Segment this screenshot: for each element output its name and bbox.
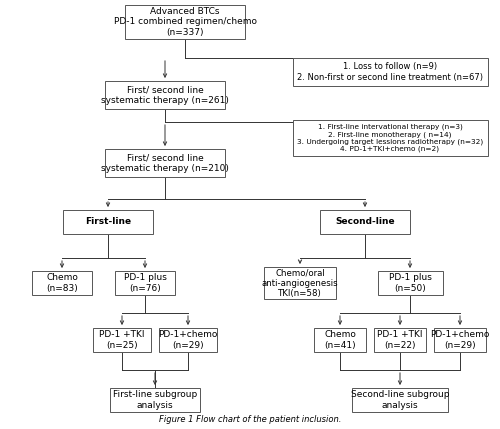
FancyBboxPatch shape xyxy=(434,328,486,352)
Text: 1. First-line intervational therapy (n=3)
2. First-line monotherapy ( n=14)
3. U: 1. First-line intervational therapy (n=3… xyxy=(297,124,483,152)
Text: First/ second line
systematic therapy (n=210): First/ second line systematic therapy (n… xyxy=(101,153,229,173)
Text: Figure 1 Flow chart of the patient inclusion.: Figure 1 Flow chart of the patient inclu… xyxy=(159,415,341,424)
Text: Chemo
(n=83): Chemo (n=83) xyxy=(46,273,78,293)
FancyBboxPatch shape xyxy=(93,328,151,352)
Text: Advanced BTCs
PD-1 combined regimen/chemo
(n=337): Advanced BTCs PD-1 combined regimen/chem… xyxy=(114,7,256,37)
FancyBboxPatch shape xyxy=(63,210,153,234)
Text: First-line subgroup
analysis: First-line subgroup analysis xyxy=(113,390,197,410)
FancyBboxPatch shape xyxy=(125,5,245,39)
FancyBboxPatch shape xyxy=(292,120,488,156)
Text: 1. Loss to follow (n=9)
2. Non-first or second line treatment (n=67): 1. Loss to follow (n=9) 2. Non-first or … xyxy=(297,62,483,82)
FancyBboxPatch shape xyxy=(115,271,175,295)
Text: First-line: First-line xyxy=(85,218,131,227)
FancyBboxPatch shape xyxy=(314,328,366,352)
FancyBboxPatch shape xyxy=(110,388,200,412)
FancyBboxPatch shape xyxy=(374,328,426,352)
Text: PD-1+chemo
(n=29): PD-1+chemo (n=29) xyxy=(430,330,490,350)
FancyBboxPatch shape xyxy=(159,328,217,352)
Text: PD-1 plus
(n=50): PD-1 plus (n=50) xyxy=(388,273,432,293)
Text: PD-1 plus
(n=76): PD-1 plus (n=76) xyxy=(124,273,166,293)
FancyBboxPatch shape xyxy=(292,58,488,86)
FancyBboxPatch shape xyxy=(352,388,448,412)
FancyBboxPatch shape xyxy=(105,81,225,109)
FancyBboxPatch shape xyxy=(264,267,336,299)
FancyBboxPatch shape xyxy=(320,210,410,234)
FancyBboxPatch shape xyxy=(378,271,442,295)
FancyBboxPatch shape xyxy=(32,271,92,295)
Text: Chemo/oral
anti-angiogenesis
TKI(n=58): Chemo/oral anti-angiogenesis TKI(n=58) xyxy=(262,268,338,298)
Text: PD-1 +TKI
(n=22): PD-1 +TKI (n=22) xyxy=(378,330,423,350)
Text: Second-line subgroup
analysis: Second-line subgroup analysis xyxy=(351,390,449,410)
Text: PD-1+chemo
(n=29): PD-1+chemo (n=29) xyxy=(158,330,218,350)
Text: Chemo
(n=41): Chemo (n=41) xyxy=(324,330,356,350)
Text: Second-line: Second-line xyxy=(335,218,395,227)
FancyBboxPatch shape xyxy=(105,149,225,177)
Text: First/ second line
systematic therapy (n=261): First/ second line systematic therapy (n… xyxy=(101,85,229,105)
Text: PD-1 +TKI
(n=25): PD-1 +TKI (n=25) xyxy=(99,330,145,350)
